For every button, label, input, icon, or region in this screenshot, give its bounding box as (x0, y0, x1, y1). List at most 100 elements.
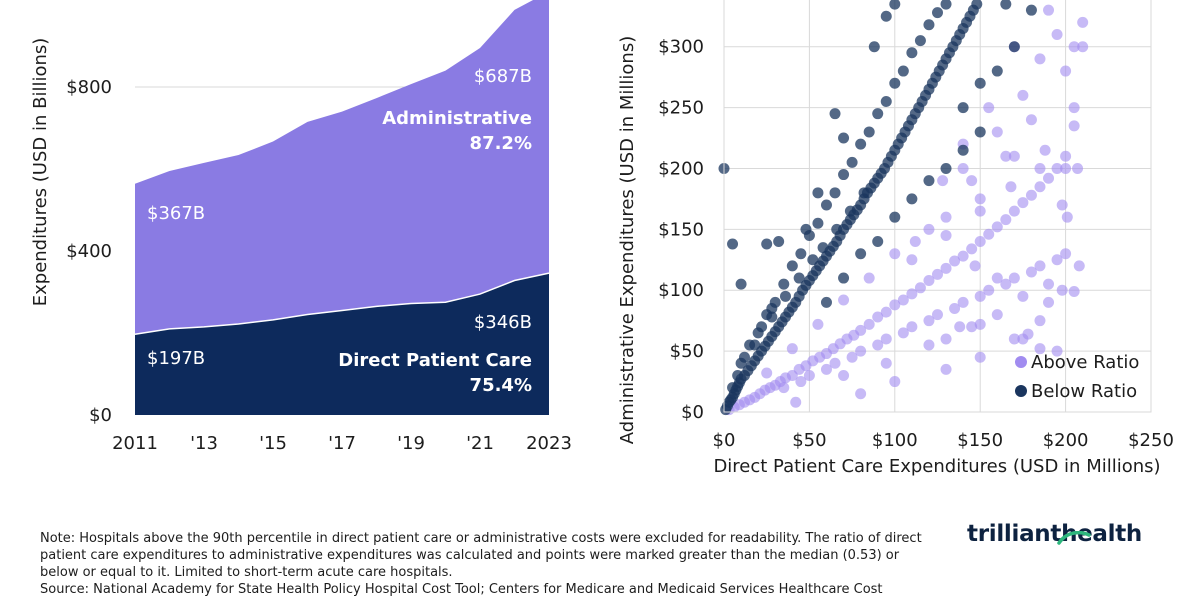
below-ratio-point (829, 108, 841, 120)
above-ratio-point (957, 162, 969, 174)
above-ratio-point (889, 248, 901, 260)
above-ratio-point (1060, 65, 1072, 77)
below-ratio-point (838, 132, 850, 144)
scatter-y-axis-label: Administrative Expenditures (USD in Mill… (617, 36, 638, 444)
logo-text-trilliant: trilliant (967, 521, 1062, 547)
above-ratio-point (1017, 197, 1029, 209)
below-ratio-point (940, 162, 952, 174)
below-ratio-point (974, 126, 986, 138)
below-ratio-point (820, 296, 832, 308)
above-ratio-point (1034, 260, 1046, 272)
above-ratio-point (983, 228, 995, 240)
scatter-y-tick-2: $100 (658, 280, 704, 301)
above-ratio-point (1025, 189, 1037, 201)
below-ratio-point (957, 144, 969, 156)
below-ratio-point (749, 339, 761, 351)
above-ratio-point (1008, 333, 1020, 345)
above-ratio-point (906, 321, 918, 333)
above-ratio-point (974, 205, 986, 217)
above-ratio-point (863, 318, 875, 330)
above-ratio-point (932, 268, 943, 280)
above-ratio-point (897, 327, 909, 339)
below-ratio-point (858, 187, 870, 199)
trilliant-health-logo: trilliant health (967, 521, 1142, 547)
above-ratio-point (1034, 53, 1046, 65)
scatter-y-tick-labels: $0 $50 $100 $150 $200 $250 $300 (658, 37, 704, 423)
dpc-start-label: $197B (147, 348, 205, 369)
below-ratio-point (756, 321, 768, 333)
above-ratio-point (761, 367, 773, 379)
admin-series-label: Administrative (382, 108, 532, 129)
above-ratio-point (991, 126, 1003, 138)
above-ratio-point (937, 175, 949, 187)
above-ratio-point (940, 211, 952, 223)
above-ratio-point (1051, 254, 1063, 266)
footnote-source: Source: National Academy for State Healt… (40, 582, 883, 597)
below-ratio-point (838, 272, 850, 284)
above-ratio-point (957, 250, 969, 262)
above-ratio-point (1056, 199, 1068, 211)
below-ratio-point (872, 108, 884, 120)
above-ratio-point (923, 274, 935, 286)
legend-above-marker (1015, 356, 1027, 368)
below-ratio-point (971, 0, 983, 10)
above-ratio-point (1025, 114, 1037, 126)
area-y-axis-label: Expenditures (USD in Billions) (30, 38, 51, 307)
above-ratio-point (1008, 272, 1020, 284)
above-ratio-point (954, 321, 966, 333)
above-ratio-point (803, 369, 815, 381)
area-x-tick-1: '13 (190, 433, 218, 454)
below-ratio-point (800, 223, 812, 235)
below-ratio-point (889, 0, 901, 10)
above-ratio-point (872, 311, 884, 323)
above-ratio-point (1034, 162, 1046, 174)
above-ratio-point (1056, 284, 1068, 296)
above-ratio-point (940, 363, 952, 375)
scatter-x-tick-3: $150 (957, 430, 1003, 451)
administrative-area (135, 0, 549, 335)
above-ratio-point (974, 351, 986, 363)
above-ratio-point (991, 221, 1003, 233)
below-ratio-point (1008, 41, 1020, 53)
above-ratio-point (880, 333, 892, 345)
above-ratio-point (795, 376, 807, 388)
area-chart: $0 $400 $800 2011 '13 '15 '17 '19 '21 2023 Expen… (30, 0, 572, 454)
above-ratio-point (1000, 278, 1012, 290)
above-ratio-point (949, 255, 961, 267)
above-ratio-point (1077, 16, 1089, 28)
below-ratio-point (889, 211, 901, 223)
above-ratio-point (1061, 211, 1073, 223)
below-ratio-point (812, 187, 824, 199)
below-ratio-point (786, 260, 798, 272)
above-ratio-point (949, 303, 961, 314)
above-ratio-point (923, 339, 935, 351)
above-ratio-point (880, 357, 892, 369)
below-ratio-point (914, 35, 926, 47)
above-ratio-point (1017, 89, 1029, 101)
below-ratio-point (1000, 0, 1012, 10)
below-ratio-point (727, 382, 739, 394)
below-ratio-point (880, 10, 892, 22)
above-ratio-point (906, 288, 918, 300)
above-ratio-point (974, 290, 986, 302)
above-ratio-point (872, 339, 884, 351)
below-ratio-point (855, 138, 867, 150)
above-ratio-point (940, 262, 952, 274)
above-ratio-point (1039, 144, 1051, 156)
scatter-x-axis-label: Direct Patient Care Expenditures (USD in… (713, 456, 1160, 477)
below-ratio-point (991, 65, 1003, 77)
below-ratio-point (838, 169, 850, 181)
below-ratio-point (906, 47, 918, 59)
above-ratio-point (1034, 315, 1046, 327)
above-ratio-point (1025, 266, 1037, 278)
series-boundary-line (134, 272, 550, 335)
dpc-series-label: Direct Patient Care (338, 350, 532, 371)
above-ratio-point (820, 363, 832, 375)
scatter-legend: Above Ratio Below Ratio (1015, 352, 1139, 402)
above-ratio-point (829, 357, 841, 369)
below-ratio-point (831, 223, 843, 235)
scatter-x-tick-5: $250 (1128, 430, 1174, 451)
scatter-x-tick-labels: $0 $50 $100 $150 $200 $250 (713, 430, 1174, 451)
above-ratio-point (812, 318, 824, 330)
above-ratio-point (855, 345, 867, 357)
